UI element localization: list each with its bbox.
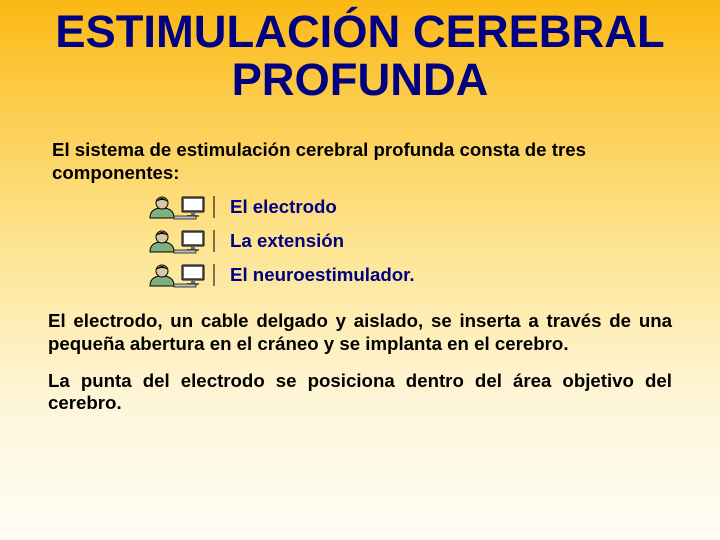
computer-user-icon [148, 193, 224, 221]
intro-text: El sistema de estimulación cerebral prof… [52, 139, 668, 184]
list-item-label: El electrodo [230, 196, 337, 218]
list-item: El neuroestimulador. [148, 258, 720, 292]
list-item-label: La extensión [230, 230, 344, 252]
list-item: El electrodo [148, 190, 720, 224]
paragraph: El electrodo, un cable delgado y aislado… [48, 310, 672, 356]
paragraph: La punta del electrodo se posiciona dent… [48, 370, 672, 416]
computer-user-icon [148, 261, 224, 289]
page-title: ESTIMULACIÓN CEREBRAL PROFUNDA [0, 0, 720, 103]
computer-user-icon [148, 227, 224, 255]
list-item: La extensión [148, 224, 720, 258]
list-item-label: El neuroestimulador. [230, 264, 415, 286]
component-list: El electrodo La extensión El neuroestimu… [148, 190, 720, 292]
